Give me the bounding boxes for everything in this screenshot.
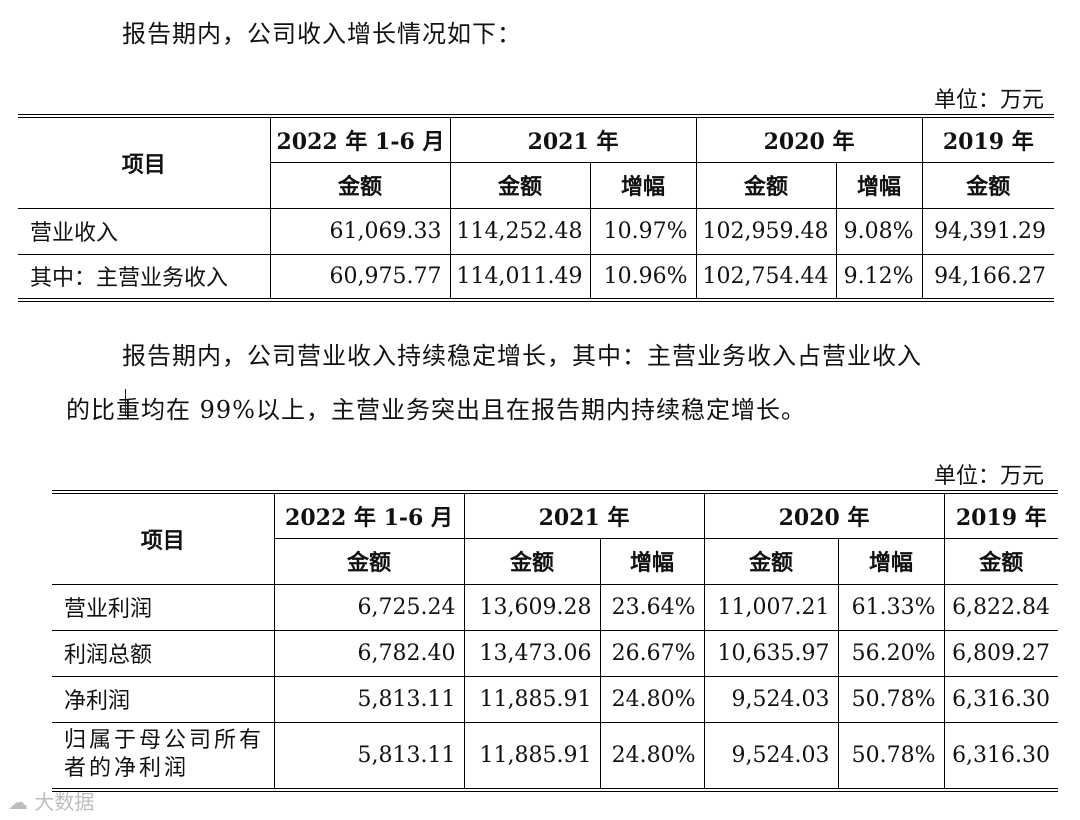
text-cursor [125, 389, 126, 415]
table-row: 利润总额 6,782.40 13,473.06 26.67% 10,635.97… [52, 629, 1059, 677]
cell-value: 5,813.11 [273, 675, 465, 723]
cell-growth: 10.96% [589, 253, 697, 300]
cell-value: 13,473.06 [463, 629, 601, 677]
paragraph-line-1: 报告期内，公司营业收入持续稳定增长，其中：主营业务收入占营业收入 [122, 342, 922, 370]
table-row: 其中：主营业务收入 60,975.77 114,011.49 10.96% 10… [18, 253, 1055, 300]
growth-header: 增幅 [835, 161, 923, 209]
item-header: 项目 [18, 116, 271, 209]
growth-header: 增幅 [837, 537, 945, 585]
amount-header: 金额 [921, 161, 1055, 209]
cell-value: 11,885.91 [463, 675, 601, 723]
item-header: 项目 [52, 492, 275, 585]
row-label: 归属于母公司所有者的净利润 [52, 721, 275, 790]
amount-header: 金额 [270, 161, 451, 209]
amount-header: 金额 [943, 537, 1059, 585]
cell-value: 10,635.97 [703, 629, 839, 677]
cell-growth: 9.12% [835, 253, 923, 300]
cell-value: 13,609.28 [463, 583, 601, 631]
cell-value: 94,166.27 [921, 253, 1055, 300]
cell-growth: 24.80% [599, 721, 705, 790]
cell-value: 6,782.40 [273, 629, 465, 677]
cell-value: 6,316.30 [943, 675, 1059, 723]
revenue-table: 项目 2022 年 1-6 月 2021 年 2020 年 2019 年 金额 … [18, 114, 1055, 302]
cell-value: 6,809.27 [943, 629, 1059, 677]
watermark-icon: ☁ [8, 790, 28, 814]
cell-value: 5,813.11 [273, 721, 465, 790]
cell-value: 6,725.24 [273, 583, 465, 631]
cell-growth: 50.78% [837, 721, 945, 790]
growth-header: 增幅 [589, 161, 697, 209]
cell-value: 11,007.21 [703, 583, 839, 631]
cell-growth: 56.20% [837, 629, 945, 677]
cell-growth: 50.78% [837, 675, 945, 723]
cell-value: 11,885.91 [463, 721, 601, 790]
watermark: ☁ 大数据 [8, 786, 94, 815]
period-header: 2020 年 [703, 492, 945, 539]
paragraph-line-2: 的比重均在 99%以上，主营业务突出且在报告期内持续稳定增长。 [66, 396, 806, 424]
cell-growth: 24.80% [599, 675, 705, 723]
cell-value: 6,822.84 [943, 583, 1059, 631]
period-header: 2022 年 1-6 月 [269, 116, 451, 163]
cell-value: 102,754.44 [695, 253, 837, 300]
cell-growth: 10.97% [589, 207, 697, 255]
cell-value: 102,959.48 [695, 207, 837, 255]
period-header: 2019 年 [943, 492, 1059, 539]
cell-value: 94,391.29 [921, 207, 1055, 255]
period-header: 2021 年 [449, 116, 697, 163]
table-row: 营业利润 6,725.24 13,609.28 23.64% 11,007.21… [52, 583, 1059, 631]
amount-header: 金额 [274, 537, 465, 585]
period-header: 2019 年 [921, 116, 1055, 163]
amount-header: 金额 [449, 161, 591, 209]
cell-value: 6,316.30 [943, 721, 1059, 790]
cell-growth: 61.33% [837, 583, 945, 631]
amount-header: 金额 [695, 161, 837, 209]
cell-value: 61,069.33 [269, 207, 451, 255]
cell-value: 9,524.03 [703, 721, 839, 790]
row-label: 营业收入 [18, 207, 271, 255]
profit-table: 项目 2022 年 1-6 月 2021 年 2020 年 2019 年 金额 … [52, 490, 1059, 792]
cell-growth: 23.64% [599, 583, 705, 631]
cell-growth: 26.67% [599, 629, 705, 677]
amount-header: 金额 [463, 537, 601, 585]
table-row: 归属于母公司所有者的净利润 5,813.11 11,885.91 24.80% … [52, 721, 1059, 790]
row-label: 利润总额 [52, 629, 275, 677]
period-header: 2020 年 [695, 116, 923, 163]
cell-growth: 9.08% [835, 207, 923, 255]
growth-header: 增幅 [599, 537, 705, 585]
table-row: 净利润 5,813.11 11,885.91 24.80% 9,524.03 5… [52, 675, 1059, 723]
unit-label-1: 单位：万元 [933, 88, 1044, 113]
table-row: 营业收入 61,069.33 114,252.48 10.97% 102,959… [18, 207, 1055, 255]
unit-label-2: 单位：万元 [933, 464, 1044, 489]
cell-value: 60,975.77 [269, 253, 451, 300]
amount-header: 金额 [703, 537, 839, 585]
intro-text: 报告期内，公司收入增长情况如下： [122, 20, 522, 48]
row-label: 净利润 [52, 675, 275, 723]
watermark-text: 大数据 [34, 790, 95, 814]
cell-value: 114,011.49 [449, 253, 591, 300]
cell-value: 9,524.03 [703, 675, 839, 723]
cell-value: 114,252.48 [449, 207, 591, 255]
period-header: 2022 年 1-6 月 [273, 492, 465, 539]
period-header: 2021 年 [463, 492, 705, 539]
row-label: 营业利润 [52, 583, 275, 631]
row-label: 其中：主营业务收入 [18, 253, 271, 300]
